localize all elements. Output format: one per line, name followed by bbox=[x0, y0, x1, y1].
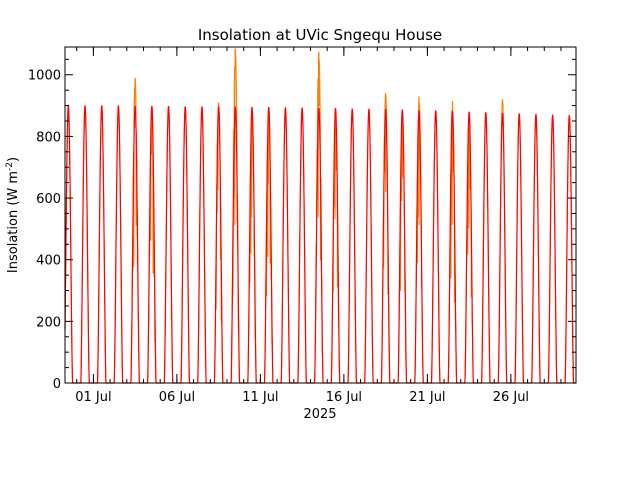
y-axis-label-close: ) bbox=[6, 157, 21, 162]
x-tick-label: 01 Jul bbox=[75, 390, 111, 405]
y-axis-label-main: Insolation (W m bbox=[6, 171, 21, 273]
y-tick-label: 200 bbox=[36, 315, 61, 330]
x-tick-label: 26 Jul bbox=[493, 390, 529, 405]
y-tick-label: 400 bbox=[36, 254, 61, 269]
x-tick-label: 16 Jul bbox=[326, 390, 362, 405]
plot-frame bbox=[64, 46, 577, 384]
axes-layer: 0 200 400 600 800 1000 01 Jul 06 Jul 11 Jul 16 Ju… bbox=[28, 47, 576, 405]
y-tick-label: 1000 bbox=[28, 69, 61, 84]
y-tick-label: 0 bbox=[53, 377, 61, 392]
y-axis-label: Insolation (W m-2) bbox=[5, 157, 21, 273]
x-tick-label: 21 Jul bbox=[409, 390, 445, 405]
x-tick-label: 06 Jul bbox=[159, 390, 195, 405]
y-axis-label-superscript: -2 bbox=[5, 162, 15, 171]
x-axis-label: 2025 bbox=[303, 407, 336, 422]
chart-title: Insolation at UVic Sngequ House bbox=[198, 26, 442, 44]
y-tick-label: 600 bbox=[36, 192, 61, 207]
y-tick-label: 800 bbox=[36, 130, 61, 145]
x-tick-label: 11 Jul bbox=[242, 390, 278, 405]
